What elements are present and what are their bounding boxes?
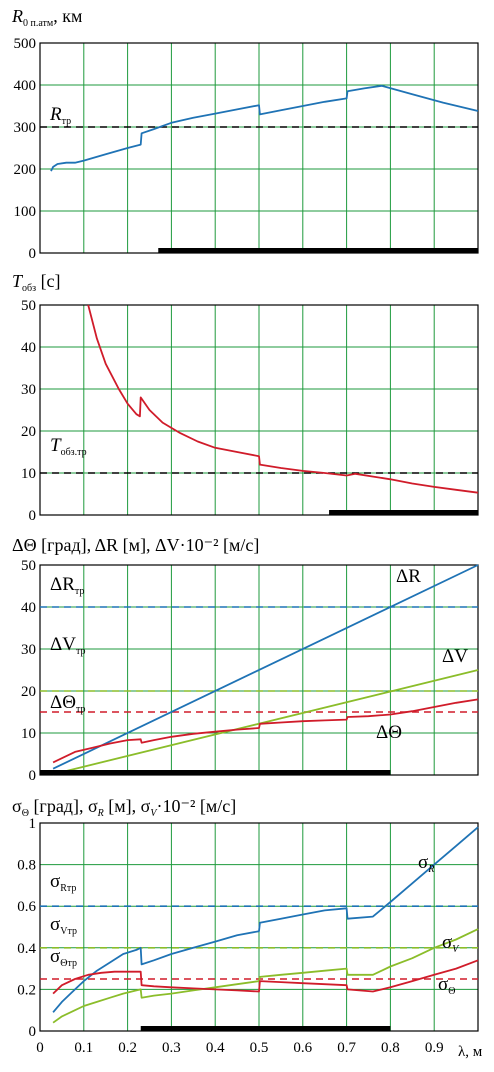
y-tick-label: 0.2 — [17, 982, 36, 998]
series-line-1 — [50, 84, 479, 172]
y-tick-label: 200 — [14, 162, 37, 178]
y-tick-label: 50 — [21, 558, 36, 574]
series-line-1 — [87, 304, 479, 494]
panel-2: 0 10 20 30 40 50 — [21, 298, 479, 524]
y-tick-label: 30 — [21, 382, 36, 398]
panel1-threshold-label: Rтр — [49, 104, 71, 127]
y-tick-label: 0 — [29, 246, 37, 262]
y-tick-label: 0.6 — [17, 899, 36, 915]
y-tick-label: 0.8 — [17, 858, 36, 874]
panel3-curve-label-dT: ΔΘ — [376, 722, 402, 743]
series-line-2 — [52, 928, 479, 1024]
x-tick-label: 0.5 — [250, 1040, 269, 1056]
series-line-1 — [52, 826, 479, 1013]
x-tick-label: 0.1 — [74, 1040, 93, 1056]
x-tick-label: 0 — [36, 1040, 44, 1056]
panel-3: 0 10 20 30 40 50 — [21, 558, 479, 784]
panel3-curve-label-dR: ΔR — [396, 566, 421, 587]
plot-frame — [39, 304, 479, 516]
panel4-curve-label-sT: σΘ — [438, 974, 455, 997]
panel1-title: R0 п.атм, км — [11, 6, 82, 29]
x-tick-label: 0.7 — [337, 1040, 356, 1056]
y-tick-label: 10 — [21, 466, 36, 482]
y-tick-label: 0.4 — [17, 941, 36, 957]
series-line-3 — [52, 698, 479, 764]
range-bar — [329, 510, 478, 515]
y-tick-label: 500 — [14, 36, 37, 52]
y-tick-label: 400 — [14, 78, 37, 94]
x-tick-label: 0.3 — [162, 1040, 181, 1056]
y-tick-label: 1 — [29, 816, 37, 832]
y-tick-label: 30 — [21, 642, 36, 658]
panel2-threshold-label: Tобз.тр — [50, 435, 87, 458]
panel4-curve-label-sV: σV — [442, 932, 460, 955]
x-axis-label: λ, м — [458, 1044, 483, 1060]
panel4-curve-label-sR: σR — [418, 852, 434, 875]
panel4-title: σΘ [град], σR [м], σV·10⁻² [м/с] — [12, 796, 236, 819]
series-line-2 — [52, 669, 479, 776]
x-tick-label: 0.2 — [118, 1040, 137, 1056]
series-line-3 — [52, 959, 479, 995]
series-line-1 — [52, 564, 479, 770]
y-tick-label: 100 — [14, 204, 37, 220]
x-tick-label: 0.4 — [206, 1040, 225, 1056]
range-bar — [40, 770, 391, 775]
panel3-threshold-dR-label: ΔRтр — [50, 574, 84, 597]
x-tick-label: 0.9 — [425, 1040, 444, 1056]
panel2-title: Tобз [с] — [12, 271, 61, 294]
x-tick-label: 0.6 — [293, 1040, 312, 1056]
y-tick-label: 10 — [21, 726, 36, 742]
panel3-threshold-dV-label: ΔVтр — [50, 634, 85, 657]
range-bar — [158, 248, 478, 253]
x-tick-label: 0.8 — [381, 1040, 400, 1056]
panel4-threshold-sT-label: σΘтр — [50, 946, 77, 969]
y-tick-label: 300 — [14, 120, 37, 136]
y-tick-label: 50 — [21, 298, 36, 314]
y-tick-label: 40 — [21, 600, 36, 616]
range-bar — [140, 1026, 391, 1031]
panel3-curve-label-dV: ΔV — [442, 646, 468, 667]
y-tick-label: 0 — [29, 1024, 37, 1040]
y-tick-label: 20 — [21, 424, 36, 440]
y-tick-label: 40 — [21, 340, 36, 356]
panel-1: 0 100 200 300 400 500 — [14, 36, 479, 262]
panel4-threshold-sR-label: σRтр — [50, 871, 76, 894]
y-tick-label: 0 — [29, 768, 37, 784]
panel-4: 0 0.2 0.4 0.6 0.8 1 0 0.1 0.2 0.3 0.4 0.5 0.6 0.7 0.8 0… — [17, 816, 479, 1056]
panel4-threshold-sV-label: σVтр — [50, 914, 77, 937]
panel3-title: ΔΘ [град], ΔR [м], ΔV·10⁻² [м/с] — [12, 535, 259, 555]
panel3-threshold-dT-label: ΔΘтр — [50, 692, 85, 715]
y-tick-label: 20 — [21, 684, 36, 700]
y-tick-label: 0 — [29, 508, 37, 524]
